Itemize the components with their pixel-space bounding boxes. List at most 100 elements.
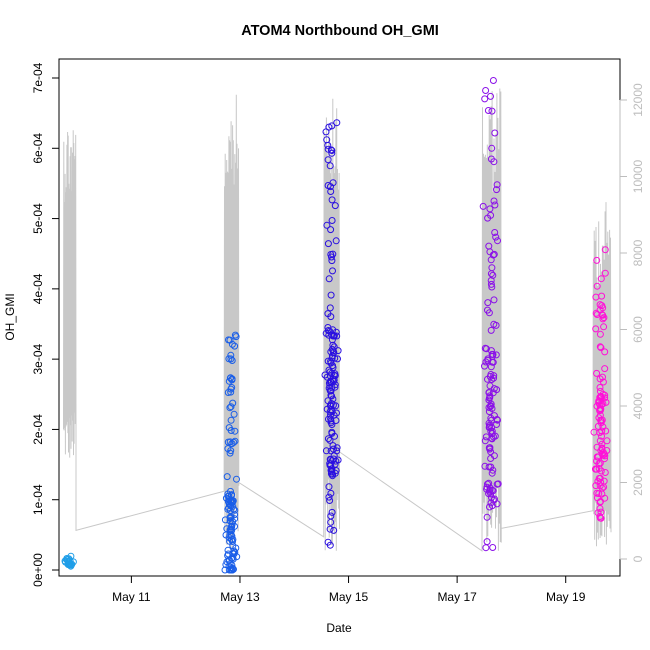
data-point [331,469,339,477]
data-point [601,269,609,277]
data-point [494,416,501,424]
data-point [324,145,332,153]
data-point [488,107,496,115]
data-point [231,437,239,445]
y-tick-label: 1e-04 [31,484,45,515]
data-point [491,229,499,236]
data-point [227,351,235,359]
data-point [484,107,492,114]
data-point [487,280,495,288]
data-point [325,123,333,131]
data-point [325,415,332,423]
data-point [227,403,235,411]
data-point [221,566,229,574]
data-point [593,256,601,264]
data-point [602,398,610,406]
data-point [486,248,494,256]
data-point [596,513,604,520]
data-point [594,422,602,430]
data-point [599,448,607,456]
y-tick-label: 4e-04 [31,273,45,304]
data-point [329,250,337,258]
data-point [229,518,237,525]
data-point [594,477,602,485]
data-point [328,429,336,437]
data-point [333,409,340,417]
data-point [597,344,605,352]
data-point [483,485,491,493]
data-point [329,395,337,403]
data-point [329,445,337,453]
data-point [599,373,606,381]
y2-tick-label: 8000 [631,239,645,266]
data-point [600,323,608,331]
data-point [590,428,598,436]
data-point [327,313,335,321]
data-point [326,368,334,376]
data-point [227,525,235,533]
data-point [484,356,492,364]
data-point [231,427,239,435]
data-point [326,162,334,170]
data-point [223,558,231,566]
data-point [489,544,497,551]
y-tick-label: 5e-04 [31,203,45,234]
data-point [226,500,233,508]
data-point [485,404,493,411]
data-point [487,92,494,100]
data-point [328,196,336,204]
data-point [325,493,333,501]
data-point [324,141,332,149]
data-point [490,296,498,304]
y-tick-label: 2e-04 [31,414,45,445]
data-point [484,214,492,222]
data-point [324,156,332,164]
data-point [493,186,500,194]
data-point [332,467,340,474]
data-point [593,311,601,318]
data-point [225,534,233,542]
y2-tick-label: 12000 [631,83,645,117]
data-point [329,341,337,349]
data-point [323,221,331,229]
data-point [322,447,330,455]
data-point [333,444,341,452]
data-point [229,555,237,563]
data-point [486,445,494,453]
y-tick-label: 7e-04 [31,62,45,93]
data-point [486,393,494,401]
data-point [328,508,336,516]
data-point [486,503,493,511]
data-point [224,389,232,396]
data-point [330,526,338,534]
data-point [231,342,239,350]
data-point [592,325,600,333]
y2-tick-label: 6000 [631,316,645,343]
data-point [596,384,604,391]
data-point [492,351,500,359]
y2-axis: 0 2000 4000 6000 8000 10000 12000 [619,83,645,562]
data-point [334,355,341,363]
data-point [227,355,235,363]
data-point [482,433,490,441]
data-point [596,401,604,409]
data-point [593,443,601,451]
data-point [598,444,606,452]
data-point [593,453,601,461]
data-point [489,77,497,84]
data-point [487,256,495,264]
data-point [327,489,335,497]
data-point [490,320,498,328]
data-point [599,423,607,431]
data-point [593,282,601,290]
data-point [225,424,233,432]
data-point [487,270,495,278]
data-point [490,197,498,205]
data-point [596,330,604,338]
data-point [327,188,335,195]
data-point [490,158,498,166]
data-point [488,144,496,152]
data-point [328,147,336,154]
data-point [332,237,340,245]
